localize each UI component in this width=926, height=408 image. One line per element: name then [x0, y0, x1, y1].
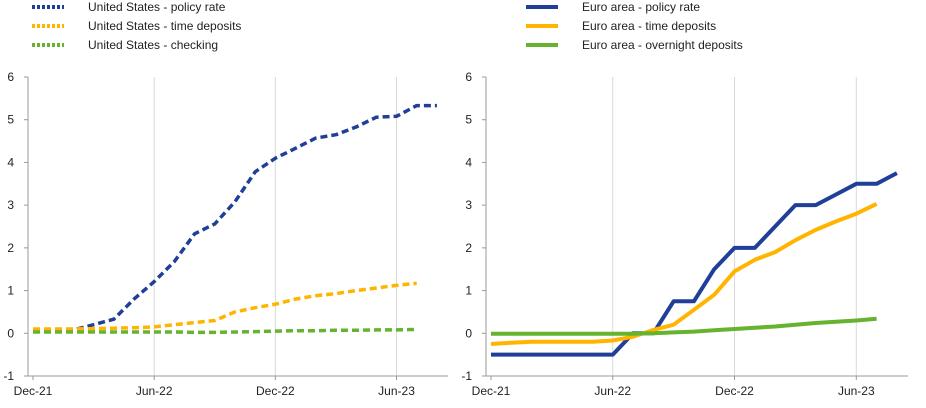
y-tick-label: 5: [7, 113, 14, 127]
y-tick-label: 4: [465, 155, 472, 169]
legend-item: United States - policy rate: [32, 0, 226, 14]
x-tick-label: Jun-22: [594, 384, 631, 398]
series-line-1: [33, 103, 437, 332]
x-tick-label: Dec-22: [256, 384, 295, 398]
y-tick-label: 1: [7, 284, 14, 298]
chart-panel-euro-area: -1 0 1 2 3 4 5 6 Dec-21 Jun-22 Dec-22 Jun-23: [461, 70, 908, 398]
legend-label: Euro area - time deposits: [582, 19, 716, 33]
legend-label: Euro area - policy rate: [582, 0, 700, 14]
legend-item: United States - time deposits: [32, 19, 241, 33]
x-tick-label: Dec-21: [14, 384, 53, 398]
legend-item: Euro area - policy rate: [526, 0, 700, 14]
series-line-3: [491, 316, 877, 336]
y-tick-label: 4: [7, 155, 14, 169]
y-tick-label: 2: [465, 241, 472, 255]
y-tick-label: 1: [465, 284, 472, 298]
chart-panel-united-states: -1 0 1 2 3 4 5 6 Dec-21 Jun-22 Dec-22 Jun-23: [3, 70, 448, 398]
y-tick-label: 6: [465, 70, 472, 84]
y-tick-label: 3: [7, 198, 14, 212]
legend-right: Euro area - policy rate Euro area - time…: [526, 0, 743, 52]
y-tick-label: 3: [465, 198, 472, 212]
x-tick-label: Dec-21: [472, 384, 511, 398]
x-tick-label: Jun-23: [838, 384, 875, 398]
y-tick-label: 0: [7, 326, 14, 340]
legend-label: United States - time deposits: [88, 19, 241, 33]
y-tick-label: 0: [465, 326, 472, 340]
x-tick-label: Dec-22: [715, 384, 754, 398]
series-line-3: [33, 327, 417, 335]
legend-label: United States - policy rate: [88, 0, 226, 14]
y-tick-label: -1: [3, 369, 14, 383]
legend-label: United States - checking: [88, 38, 218, 52]
legend-item: United States - checking: [32, 38, 218, 52]
x-tick-label: Jun-23: [378, 384, 415, 398]
legend-item: Euro area - overnight deposits: [526, 38, 743, 52]
series-line-1: [491, 171, 898, 357]
legend-item: Euro area - time deposits: [526, 19, 716, 33]
series-line-2: [33, 281, 417, 331]
legend-left: United States - policy rate United State…: [32, 0, 241, 52]
y-tick-label: -1: [461, 369, 472, 383]
y-tick-label: 2: [7, 241, 14, 255]
legend-label: Euro area - overnight deposits: [582, 38, 743, 52]
y-tick-label: 6: [7, 70, 14, 84]
series-line-2: [490, 202, 878, 346]
y-tick-label: 5: [465, 113, 472, 127]
x-tick-label: Jun-22: [136, 384, 173, 398]
